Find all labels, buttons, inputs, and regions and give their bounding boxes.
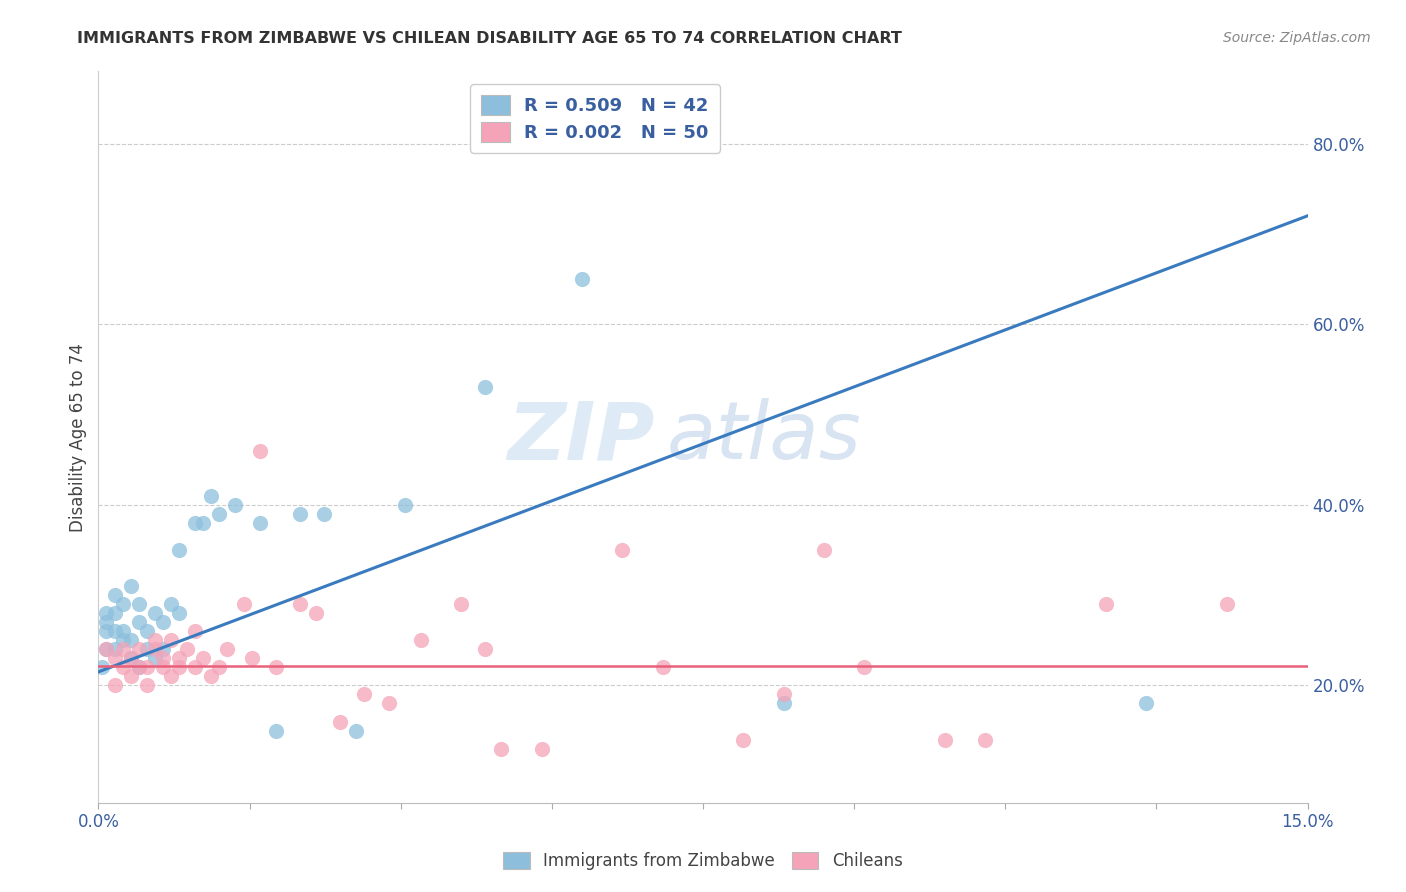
Point xyxy=(193,516,215,530)
Point xyxy=(111,642,134,657)
Point xyxy=(167,606,190,620)
Point xyxy=(103,651,125,665)
Point xyxy=(135,660,157,674)
Point xyxy=(128,660,150,674)
Text: ZIP: ZIP xyxy=(508,398,655,476)
Point xyxy=(96,624,118,639)
Point xyxy=(143,606,166,620)
Point xyxy=(249,516,271,530)
Point xyxy=(152,615,174,630)
Point xyxy=(176,642,198,657)
Point xyxy=(96,615,118,630)
Point xyxy=(450,597,472,611)
Point xyxy=(344,723,367,738)
Point xyxy=(264,723,287,738)
Point xyxy=(232,597,254,611)
Text: Source: ZipAtlas.com: Source: ZipAtlas.com xyxy=(1223,31,1371,45)
Point xyxy=(1216,597,1239,611)
Point xyxy=(491,741,513,756)
Point xyxy=(288,597,311,611)
Point xyxy=(111,660,134,674)
Point xyxy=(167,543,190,558)
Point xyxy=(128,642,150,657)
Point xyxy=(474,380,496,394)
Point xyxy=(160,633,183,648)
Point xyxy=(208,507,231,521)
Point xyxy=(853,660,876,674)
Point xyxy=(103,678,125,692)
Point xyxy=(111,624,134,639)
Point xyxy=(208,660,231,674)
Point xyxy=(733,732,755,747)
Point xyxy=(135,642,157,657)
Point xyxy=(152,660,174,674)
Point xyxy=(143,651,166,665)
Point xyxy=(96,606,118,620)
Point xyxy=(96,642,118,657)
Point xyxy=(111,633,134,648)
Point xyxy=(314,507,336,521)
Point xyxy=(200,669,222,683)
Point xyxy=(103,624,125,639)
Point xyxy=(120,651,142,665)
Point xyxy=(91,660,114,674)
Y-axis label: Disability Age 65 to 74: Disability Age 65 to 74 xyxy=(69,343,87,532)
Point xyxy=(813,543,835,558)
Point xyxy=(160,669,183,683)
Legend: R = 0.509   N = 42, R = 0.002   N = 50: R = 0.509 N = 42, R = 0.002 N = 50 xyxy=(470,84,720,153)
Point xyxy=(96,642,118,657)
Point xyxy=(128,597,150,611)
Point xyxy=(184,516,207,530)
Point xyxy=(1095,597,1118,611)
Point xyxy=(120,669,142,683)
Point xyxy=(152,651,174,665)
Point xyxy=(1135,697,1157,711)
Point xyxy=(651,660,673,674)
Point xyxy=(103,606,125,620)
Point xyxy=(612,543,634,558)
Point xyxy=(530,741,553,756)
Point xyxy=(353,688,375,702)
Point xyxy=(135,624,157,639)
Point xyxy=(128,660,150,674)
Point xyxy=(167,660,190,674)
Point xyxy=(143,642,166,657)
Point xyxy=(111,597,134,611)
Point xyxy=(240,651,263,665)
Text: atlas: atlas xyxy=(666,398,862,476)
Point xyxy=(409,633,432,648)
Point xyxy=(249,443,271,458)
Point xyxy=(305,606,328,620)
Point xyxy=(772,688,794,702)
Point xyxy=(394,498,416,512)
Point xyxy=(934,732,956,747)
Point xyxy=(193,651,215,665)
Point xyxy=(377,697,399,711)
Point xyxy=(217,642,239,657)
Point xyxy=(143,633,166,648)
Point xyxy=(224,498,246,512)
Point xyxy=(474,642,496,657)
Point xyxy=(974,732,997,747)
Point xyxy=(571,272,593,286)
Legend: Immigrants from Zimbabwe, Chileans: Immigrants from Zimbabwe, Chileans xyxy=(496,845,910,877)
Point xyxy=(120,579,142,593)
Point xyxy=(184,624,207,639)
Point xyxy=(200,489,222,503)
Point xyxy=(264,660,287,674)
Point xyxy=(120,633,142,648)
Point xyxy=(135,678,157,692)
Point xyxy=(128,615,150,630)
Point xyxy=(160,597,183,611)
Point xyxy=(329,714,352,729)
Point xyxy=(772,697,794,711)
Point xyxy=(167,651,190,665)
Point xyxy=(288,507,311,521)
Point xyxy=(184,660,207,674)
Point xyxy=(103,642,125,657)
Point xyxy=(152,642,174,657)
Point xyxy=(103,588,125,602)
Text: IMMIGRANTS FROM ZIMBABWE VS CHILEAN DISABILITY AGE 65 TO 74 CORRELATION CHART: IMMIGRANTS FROM ZIMBABWE VS CHILEAN DISA… xyxy=(77,31,903,46)
Point xyxy=(120,651,142,665)
